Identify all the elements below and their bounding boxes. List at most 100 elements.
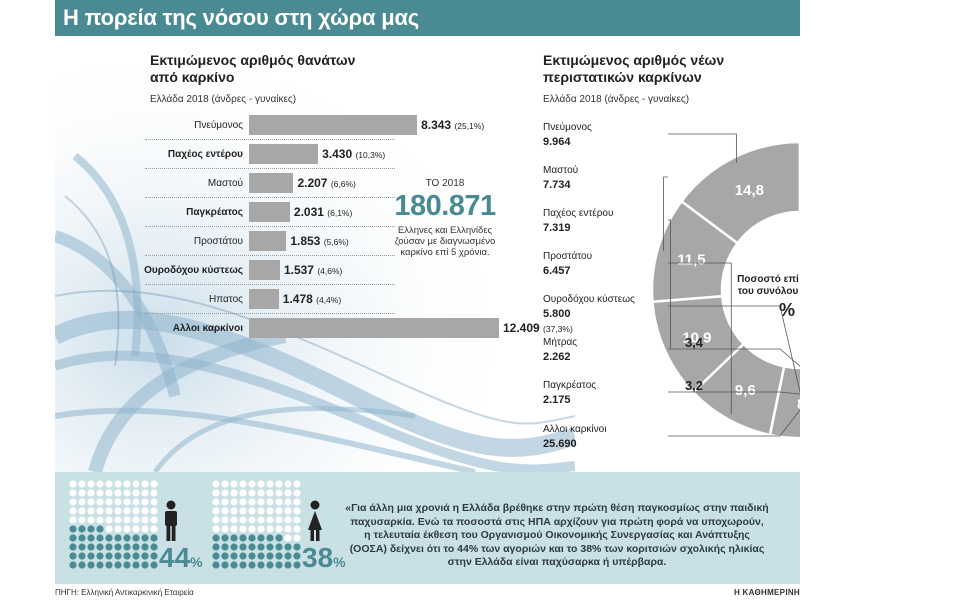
dot-icon [266,543,274,551]
obesity-band [55,472,800,584]
dot-icon [212,534,220,542]
page-title: Η πορεία της νόσου στη χώρα μας [63,5,420,30]
bar-value-label: 12.409 (37,3%) [503,321,573,335]
dot-icon [123,516,131,524]
donut-category-label: Ουροδόχου κύστεως [543,294,635,305]
dot-icon [293,552,301,560]
bar-value-label: 1.853 (5,6%) [290,234,349,248]
dot-icon [96,507,104,515]
obesity-quote: «Για άλλη μια χρονιά η Ελλάδα βρέθηκε στ… [337,502,777,570]
girls-percent: 38% [302,542,346,573]
deaths-subtitle: Ελλάδα 2018 (άνδρες - γυναίκες) [150,94,297,105]
dot-icon [212,525,220,533]
dot-icon [257,552,265,560]
dot-icon [239,534,247,542]
bar-value-label: 2.207 (6,6%) [297,176,356,190]
dot-icon [69,489,77,497]
donut-category-label: Μήτρας [543,337,578,348]
dot-icon [141,543,149,551]
dot-icon [257,480,265,488]
dot-icon [150,480,158,488]
dot-icon [293,561,301,569]
dot-icon [284,498,292,506]
dot-icon [212,561,220,569]
dot-icon [239,543,247,551]
dot-icon [257,561,265,569]
donut-percent-label: 9,6 [735,382,756,399]
donut-center-line1: Ποσοστό επί [737,274,799,285]
dot-icon [266,552,274,560]
dot-icon [239,525,247,533]
row-separator [145,197,395,198]
dot-icon [293,516,301,524]
dot-icon [69,516,77,524]
dot-icon [132,561,140,569]
bar-value-label: 2.031 (6,1%) [293,205,353,219]
dot-icon [221,534,229,542]
publisher-credit: Η ΚΑΘΗΜΕΡΙΝΗ [733,588,800,597]
dot-icon [230,489,238,497]
dot-icon [141,480,149,488]
dot-icon [105,543,113,551]
dot-icon [150,498,158,506]
dot-icon [230,561,238,569]
dot-icon [266,534,274,542]
bar [249,202,290,222]
dot-icon [141,498,149,506]
donut-leader-line [668,348,800,367]
dot-icon [150,525,158,533]
dot-icon [114,525,122,533]
donut-value-label: 7.734 [543,179,571,191]
total-desc-line3: καρκίνο επί 5 χρόνια. [400,247,490,258]
deaths-title-line2: από καρκίνο [150,69,235,85]
bar [249,318,499,338]
dot-icon [266,561,274,569]
dot-icon [96,561,104,569]
dot-icon [257,525,265,533]
bar-category-label: Αλλοι καρκίνοι [172,323,243,334]
dot-icon [105,552,113,560]
boys-percent: 44% [159,542,203,573]
dot-icon [239,489,247,497]
bar [249,289,279,309]
donut-value-label: 7.319 [543,222,571,234]
donut-value-label: 2.175 [543,394,571,406]
dot-icon [221,543,229,551]
dot-icon [78,552,86,560]
dot-icon [248,552,256,560]
dot-icon [239,498,247,506]
dot-icon [284,525,292,533]
dot-icon [248,507,256,515]
bar-value-label: 3.430 (10,3%) [322,147,386,161]
donut-category-label: Παχέος εντέρου [543,208,614,219]
dot-icon [266,507,274,515]
dot-icon [123,552,131,560]
dot-icon [221,480,229,488]
donut-percent-label: 14,8 [735,182,764,199]
dot-icon [221,561,229,569]
row-separator [145,168,395,169]
donut-value-label: 9.964 [543,136,571,148]
dot-icon [87,480,95,488]
dot-icon [293,543,301,551]
dot-icon [248,516,256,524]
dot-icon [248,489,256,497]
dot-icon [275,507,283,515]
source-note: ΠΗΓΗ: Ελληνική Αντικαρκινική Εταιρεία [55,588,194,597]
dot-icon [221,552,229,560]
dot-icon [293,489,301,497]
donut-leader-line [668,409,800,437]
dot-icon [230,525,238,533]
donut-leader-line [668,305,800,394]
bar [249,144,319,164]
quote-line: παχυσαρκία. Ενώ τα ποσοστά στις ΗΠΑ αρχί… [350,515,764,528]
dot-icon [69,552,77,560]
dot-icon [230,507,238,515]
dot-icon [69,543,77,551]
dot-icon [123,525,131,533]
dot-icon [78,561,86,569]
dot-icon [87,489,95,497]
bar-category-label: Παχέος εντέρου [167,149,243,160]
bar-category-label: Πνεύμονος [194,120,243,131]
dot-icon [257,498,265,506]
